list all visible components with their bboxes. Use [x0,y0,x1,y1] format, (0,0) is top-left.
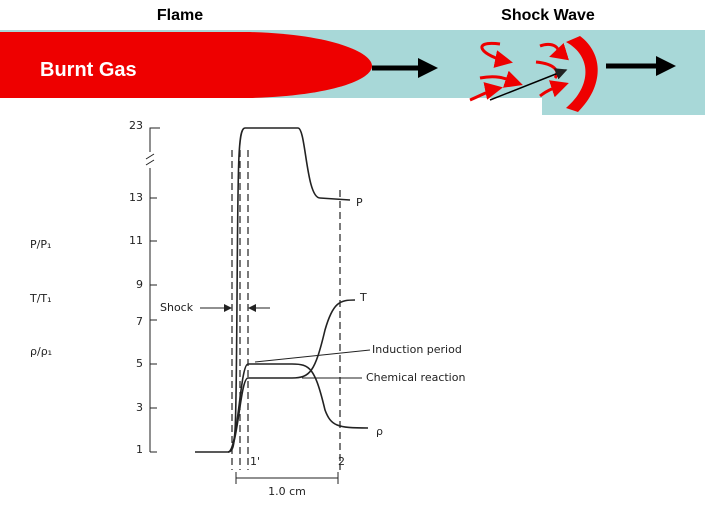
axis-label: ρ/ρ₁ [30,345,52,358]
pressure-curve [195,128,350,452]
curve-label: ρ [376,425,383,438]
y-axis [146,128,160,452]
x-label: 1' [250,455,260,468]
y-tick-label: 13 [129,191,143,204]
y-tick-label: 1 [136,443,143,456]
tube-extension [542,98,705,115]
flame-label: Flame [157,7,203,24]
scale-label: 1.0 cm [268,485,306,498]
shock-label: Shock Wave [501,7,595,24]
y-tick-label: 3 [136,401,143,414]
banner: Flame Shock Wave Burnt Gas [0,7,705,115]
annotation: Induction period [372,343,462,356]
y-tick-label: 5 [136,357,143,370]
y-tick-label: 7 [136,315,143,328]
curve-label: P [356,196,363,209]
curve-label: T [359,291,367,304]
leader [255,350,370,362]
y-tick-label: 23 [129,119,143,132]
temperature-curve [228,300,355,452]
annotation: Chemical reaction [366,371,465,384]
axis-label: P/P₁ [30,238,51,251]
y-tick-label: 11 [129,234,143,247]
gas-label: Burnt Gas [40,59,137,81]
axis-label: T/T₁ [29,292,52,305]
figure: Flame Shock Wave Burnt Gas 23 13 11 9 7 … [0,0,705,510]
y-tick-marks [150,198,157,452]
shock-label: Shock [160,301,194,314]
x-label: 2 [338,455,345,468]
y-tick-label: 9 [136,278,143,291]
plot: 23 13 11 9 7 5 3 1 P/P₁ T/T₁ ρ/ρ₁ P T ρ … [29,119,465,498]
